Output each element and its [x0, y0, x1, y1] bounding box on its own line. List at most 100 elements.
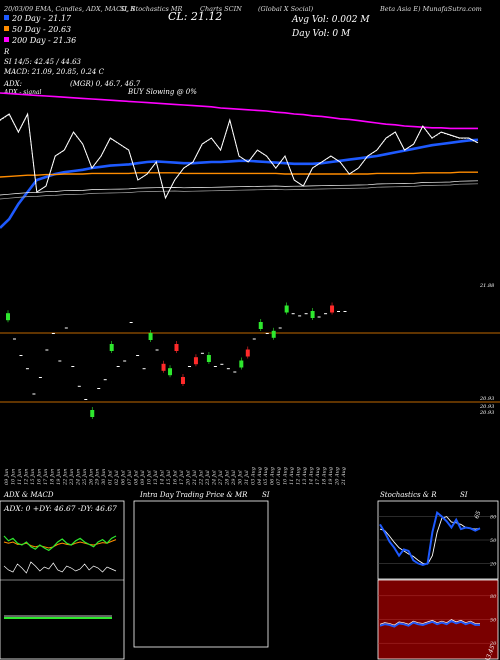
candle-9: [64, 327, 68, 329]
candle-12: [84, 399, 88, 400]
candle-18: [123, 360, 127, 362]
candle-34: [226, 368, 230, 370]
candle-0: [6, 313, 10, 321]
candle-36: [239, 360, 244, 368]
price-chart: [0, 92, 479, 229]
candle-6: [45, 349, 49, 351]
candle-31: [206, 355, 211, 362]
candle-47: [310, 311, 315, 318]
intraday-title: Intra Day Trading Price & MR: [139, 491, 248, 499]
date-tick-label: 09 Jun: [4, 469, 10, 485]
company-label: (Global X Social): [258, 5, 314, 13]
stoch-current-value: 65: [473, 510, 482, 520]
date-tick-label: 30 Jun: [101, 469, 107, 485]
date-tick-label: 23 Jun: [69, 469, 75, 486]
candle-49: [324, 313, 328, 315]
date-tick-label: 17 Jun: [43, 469, 49, 485]
stoch-grid: 80 50 20 80 50 20: [378, 515, 498, 647]
stoch-title: Stochastics & R: [380, 491, 437, 499]
candle-40: [265, 333, 269, 334]
date-tick-label: 09 Jul: [140, 470, 146, 485]
candle-41: [271, 330, 276, 338]
adx-macd-panel: ADX & MACD ADX: 0 +DY: 46.67 -DY: 46.67: [0, 491, 125, 660]
date-tick-label: 02 Jul: [114, 470, 120, 485]
date-tick-label: 14 Jul: [160, 470, 166, 485]
series-ema50: [0, 171, 478, 178]
candle-22: [148, 333, 153, 340]
chart-symbol-label: Charts SCIN: [200, 5, 242, 13]
date-tick-label: 14 Aug: [309, 467, 315, 485]
date-tick-label: 27 Jul: [218, 470, 224, 486]
rsi-tick-label: 50: [490, 618, 497, 624]
candle-48: [317, 316, 321, 318]
adx-macd-title: ADX & MACD: [3, 491, 54, 499]
price-axis-label-1: 20.93: [479, 396, 494, 402]
date-tick-label: 30 Jul: [237, 470, 243, 485]
candle-52: [343, 311, 347, 312]
rsi-tick-label: 80: [490, 594, 497, 600]
candle-27: [180, 377, 185, 384]
ema20-legend: 20 Day - 21.17: [11, 14, 72, 23]
candle-23: [155, 349, 159, 351]
date-tick-label: 21 Aug: [341, 467, 347, 486]
ema50-swatch: [4, 26, 9, 31]
adx-line: [3, 535, 117, 552]
adx-readout: ADX: 0 +DY: 46.67 -DY: 46.67: [3, 504, 117, 513]
candle-10: [71, 366, 75, 367]
candle-19: [129, 322, 133, 323]
adx-lines: [3, 535, 117, 574]
header-indicators-2: SI, Stochastics MR: [120, 5, 183, 13]
date-tick-label: 17 Aug: [315, 467, 321, 485]
rsi-signal-line: [379, 619, 480, 626]
candle-44: [291, 313, 295, 315]
date-tick-label: 22 Jun: [62, 469, 68, 486]
candle-33: [220, 363, 224, 365]
price-axis-label-top: 21.88: [479, 283, 494, 289]
brand-label: Beta Asia E) MunafaSutra.com: [379, 5, 482, 13]
date-tick-label: 04 Aug: [257, 467, 263, 485]
candle-14: [97, 388, 101, 389]
si-legend: SI 14/5: 42.45 / 44.63: [4, 58, 82, 66]
candle-13: [90, 410, 95, 417]
date-tick-label: 26 Jun: [88, 469, 94, 486]
avg-volume-label: Avg Vol: 0.002 M: [291, 15, 370, 25]
candle-3: [25, 368, 29, 370]
candle-28: [187, 366, 191, 367]
date-tick-label: 06 Jul: [121, 470, 127, 485]
intraday-panel: Intra Day Trading Price & MR SI: [133, 491, 270, 648]
adx-hist-line: [3, 561, 117, 574]
candle-51: [337, 311, 341, 312]
macd-lines: [4, 615, 112, 619]
date-tick-label: 10 Jun: [11, 469, 17, 485]
adx-signal-label: ADX - signal: [3, 89, 42, 96]
candle-21: [142, 368, 146, 370]
ema200-legend: 200 Day - 21.36: [11, 36, 76, 45]
candle-24: [161, 363, 166, 371]
date-axis: 09 Jun 10 Jun 11 Jun 12 Jun 15 Jun 16 Jun 17 J…: [4, 467, 347, 486]
candle-25: [168, 368, 173, 376]
date-tick-label: 03 Aug: [250, 467, 256, 485]
stoch-lines: [379, 510, 481, 567]
date-tick-label: 10 Aug: [283, 467, 289, 485]
ema20-swatch: [4, 15, 9, 20]
ema200-swatch: [4, 37, 9, 42]
candle-8: [58, 360, 62, 362]
candle-29: [193, 357, 198, 365]
date-tick-label: 20 Aug: [335, 467, 341, 486]
date-tick-label: 19 Aug: [328, 467, 334, 485]
ema-legend: 20 Day - 21.17 50 Day - 20.63 200 Day - …: [3, 14, 197, 96]
candle-45: [298, 315, 302, 317]
date-tick-label: 07 Aug: [276, 467, 282, 485]
buy-signal-label: BUY Slowing @ 0%: [127, 88, 197, 96]
series-envelope-lower: [0, 183, 479, 200]
macd-legend: MACD: 21.09, 20.85, 0.24 C: [3, 68, 105, 76]
date-tick-label: 24 Jun: [75, 469, 81, 486]
date-tick-label: 29 Jul: [231, 470, 237, 486]
candle-7: [51, 333, 55, 334]
day-volume-label: Day Vol: 0 M: [291, 29, 351, 39]
candle-37: [245, 349, 250, 357]
stoch-tick-label: 20: [489, 561, 497, 567]
date-tick-label: 23 Jul: [205, 470, 211, 486]
date-tick-label: 19 Jun: [56, 469, 62, 485]
